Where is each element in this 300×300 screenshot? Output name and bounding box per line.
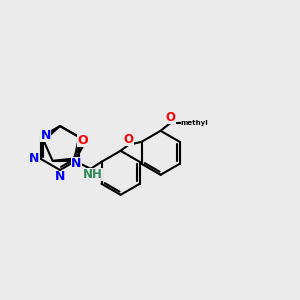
Text: N: N	[40, 129, 51, 142]
Text: NH: NH	[83, 168, 103, 181]
Text: O: O	[77, 134, 88, 147]
Text: N: N	[29, 152, 39, 166]
Text: O: O	[124, 133, 134, 146]
Text: N: N	[71, 157, 82, 170]
Text: methyl: methyl	[181, 120, 208, 126]
Text: O: O	[166, 111, 176, 124]
Text: N: N	[55, 170, 65, 184]
